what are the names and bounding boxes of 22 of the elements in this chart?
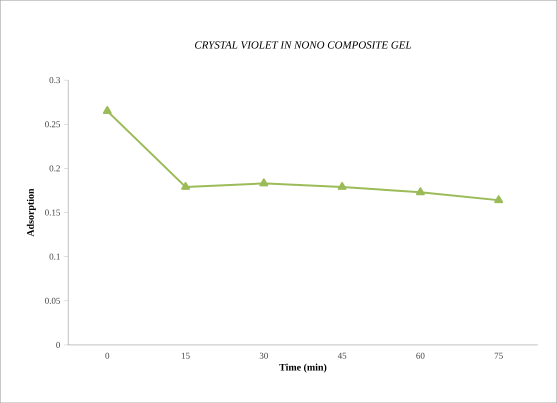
x-axis-title: Time (min)	[279, 364, 326, 373]
chart-title: CRYSTAL VIOLET IN NONO COMPOSITE GEL	[195, 41, 412, 49]
x-tick-label: 30	[260, 352, 268, 359]
point	[102, 106, 112, 114]
y-tick-label: 0.25	[45, 121, 60, 128]
y-axis-title: Adsorption	[26, 188, 36, 236]
y-tick-label: 0.1	[50, 254, 60, 260]
y-tick-label: 0	[56, 342, 60, 348]
x-tick-label: 75	[494, 352, 503, 359]
x-tick-label: 0	[105, 352, 110, 359]
y-tick-label: 0.2	[50, 165, 60, 172]
point	[338, 182, 347, 190]
x-tick-label: 45	[338, 352, 346, 359]
y-tick-label: 0.3	[50, 77, 60, 84]
y-tick-label: 0.15	[45, 209, 60, 216]
x-tick-label: 60	[416, 352, 425, 359]
point	[416, 187, 425, 196]
point	[181, 182, 190, 190]
point	[259, 178, 268, 186]
x-tick-label: 15	[182, 352, 190, 359]
y-tick-label: 0.05	[45, 298, 60, 304]
point	[494, 195, 504, 204]
